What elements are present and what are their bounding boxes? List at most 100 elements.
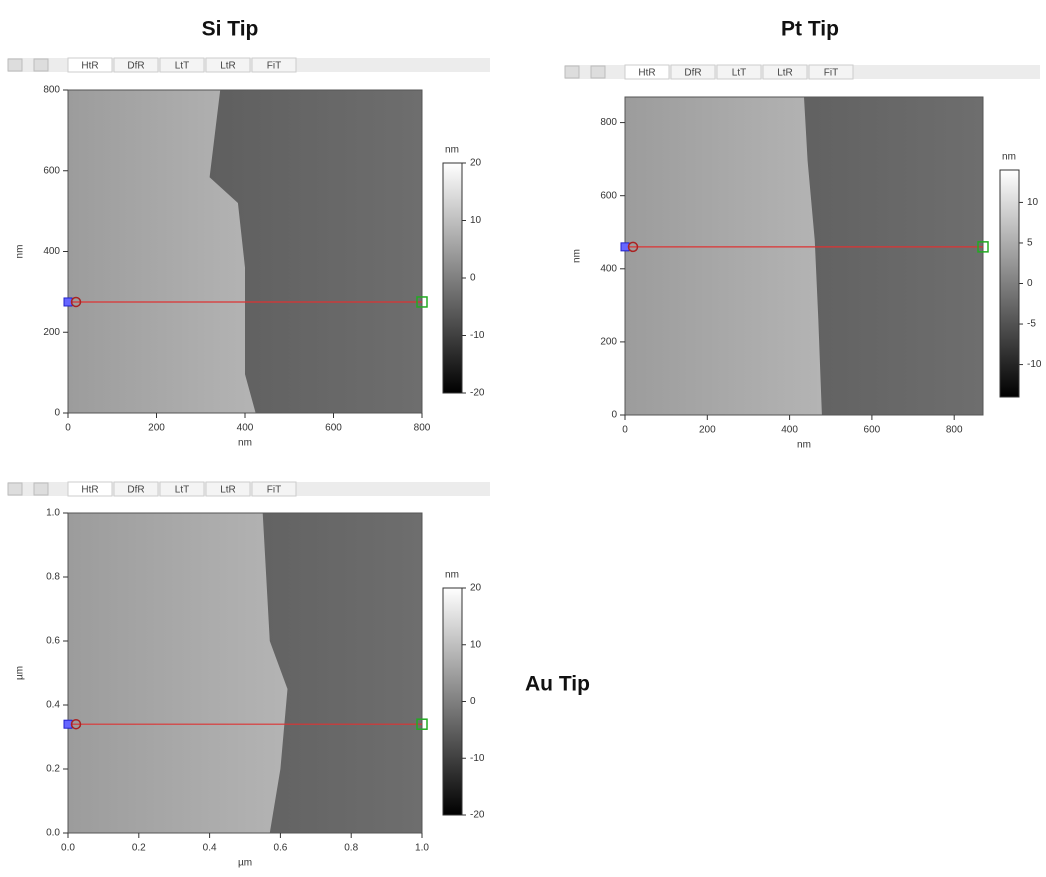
panel-title: Au Tip — [525, 673, 590, 696]
tab — [113, 481, 159, 497]
colorbar — [442, 162, 463, 394]
panel-title: Pt Tip — [781, 18, 839, 41]
nav-button — [7, 482, 23, 496]
tab-label: LtR — [777, 68, 793, 79]
y-axis-label: nm — [15, 245, 26, 259]
tab-label: HtR — [81, 61, 98, 72]
colorbar-label: nm — [445, 570, 459, 581]
colorbar — [999, 169, 1020, 398]
tab — [670, 64, 716, 80]
image-light — [625, 97, 822, 415]
tab-label: DfR — [127, 61, 144, 72]
x-tick-label: 0.0 — [61, 843, 75, 854]
nav-button — [590, 65, 606, 79]
colorbar-tick-label: 20 — [470, 158, 482, 169]
y-axis-label: µm — [15, 666, 26, 680]
tab-label: DfR — [684, 68, 701, 79]
y-tick-label: 400 — [43, 246, 60, 257]
x-axis-label: nm — [797, 440, 811, 451]
tab — [624, 64, 670, 80]
colorbar-tick-label: -20 — [470, 388, 485, 399]
x-tick-label: 0 — [65, 423, 71, 434]
tab-label: LtT — [175, 485, 189, 496]
y-axis-label: nm — [572, 249, 583, 263]
x-axis-label: µm — [238, 858, 252, 869]
x-tick-label: 1.0 — [415, 843, 429, 854]
panel-title: Si Tip — [202, 18, 259, 41]
y-tick-label: 800 — [43, 85, 60, 96]
tab — [808, 64, 854, 80]
colorbar — [442, 587, 463, 816]
colorbar-tick-label: -20 — [470, 810, 485, 821]
nav-button — [564, 65, 580, 79]
colorbar-tick-label: -5 — [1027, 319, 1036, 330]
tab-label: FiT — [267, 61, 281, 72]
colorbar-tick-label: 10 — [1027, 197, 1039, 208]
y-tick-label: 0.2 — [46, 764, 60, 775]
colorbar-tick-label: 10 — [470, 639, 482, 650]
y-tick-label: 1.0 — [46, 508, 60, 519]
image-frame — [67, 512, 423, 834]
image-light — [68, 513, 288, 833]
tab-label: LtR — [220, 485, 236, 496]
colorbar-tick-label: -10 — [1027, 359, 1042, 370]
tab — [251, 57, 297, 73]
colorbar-tick-label: -10 — [470, 330, 485, 341]
y-tick-label: 200 — [600, 337, 617, 348]
tab — [159, 57, 205, 73]
tab-label: HtR — [81, 485, 98, 496]
colorbar-tick-label: 0 — [470, 696, 476, 707]
image-light — [68, 90, 256, 413]
y-tick-label: 600 — [43, 165, 60, 176]
y-tick-label: 600 — [600, 190, 617, 201]
y-tick-label: 800 — [600, 117, 617, 128]
x-tick-label: 800 — [414, 423, 431, 434]
tab — [159, 481, 205, 497]
x-tick-label: 600 — [325, 423, 342, 434]
tab — [67, 57, 113, 73]
colorbar-tick-label: 0 — [470, 273, 476, 284]
tab — [113, 57, 159, 73]
y-tick-label: 400 — [600, 263, 617, 274]
x-tick-label: 0.6 — [273, 843, 287, 854]
nav-button — [33, 58, 49, 72]
colorbar-label: nm — [1002, 152, 1016, 163]
tab-label: DfR — [127, 485, 144, 496]
image-frame — [624, 96, 984, 416]
colorbar-tick-label: 5 — [1027, 238, 1033, 249]
tab-label: LtT — [732, 68, 746, 79]
profile-end — [977, 241, 989, 253]
y-tick-label: 0.6 — [46, 636, 60, 647]
tab-label: FiT — [267, 485, 281, 496]
x-tick-label: 200 — [699, 425, 716, 436]
tab-label: LtT — [175, 61, 189, 72]
tab — [205, 57, 251, 73]
nav-button — [33, 482, 49, 496]
colorbar-tick-label: 0 — [1027, 278, 1033, 289]
profile-end — [416, 296, 428, 308]
x-tick-label: 400 — [237, 423, 254, 434]
x-tick-label: 0.4 — [203, 843, 217, 854]
tab — [67, 481, 113, 497]
tab — [716, 64, 762, 80]
x-tick-label: 400 — [781, 425, 798, 436]
x-tick-label: 0.2 — [132, 843, 146, 854]
tab — [251, 481, 297, 497]
x-tick-label: 600 — [864, 425, 881, 436]
nav-button — [7, 58, 23, 72]
x-tick-label: 200 — [148, 423, 165, 434]
profile-cursor — [70, 296, 82, 308]
colorbar-label: nm — [445, 145, 459, 156]
profile-end — [416, 718, 428, 730]
colorbar-tick-label: 20 — [470, 583, 482, 594]
tab — [205, 481, 251, 497]
tab-label: HtR — [638, 68, 655, 79]
y-tick-label: 200 — [43, 327, 60, 338]
x-axis-label: nm — [238, 438, 252, 449]
colorbar-tick-label: 10 — [470, 215, 482, 226]
x-tick-label: 0 — [622, 425, 628, 436]
x-tick-label: 0.8 — [344, 843, 358, 854]
colorbar-tick-label: -10 — [470, 753, 485, 764]
